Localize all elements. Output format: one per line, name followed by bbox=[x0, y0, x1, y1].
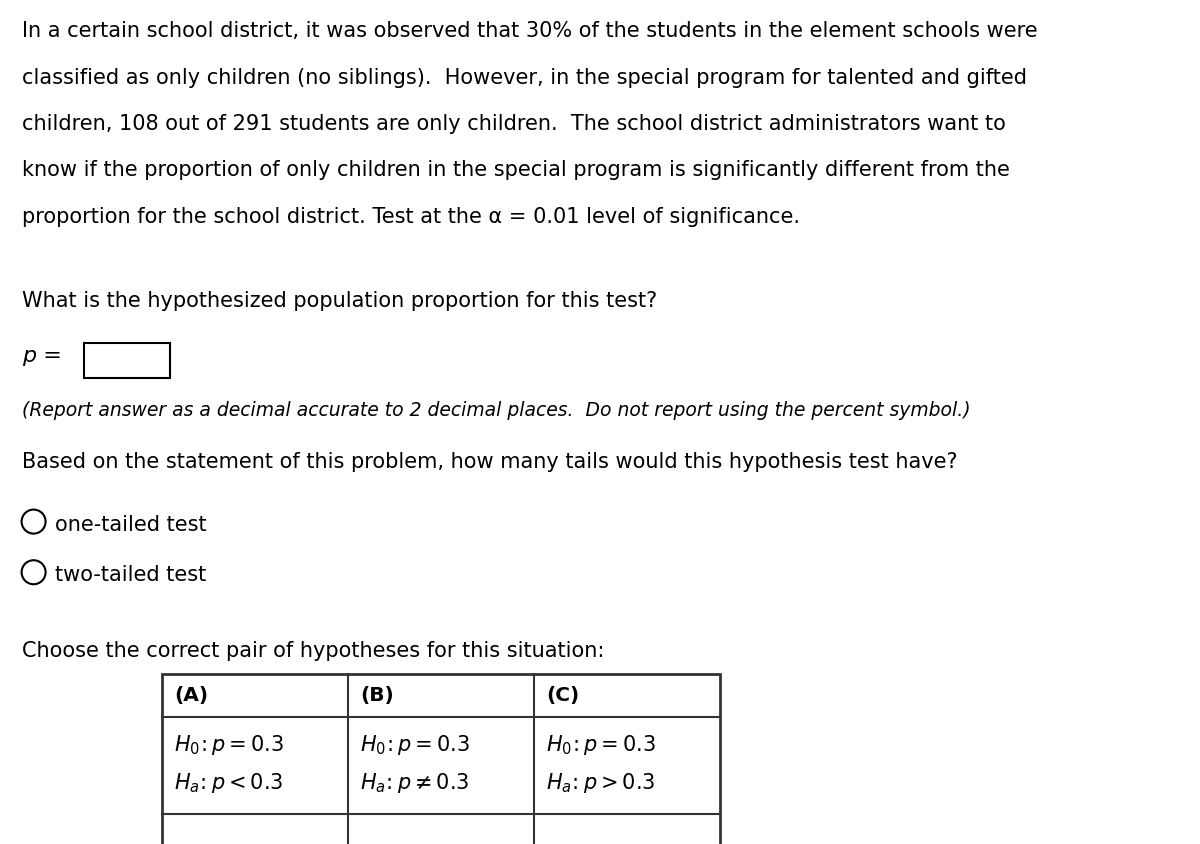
Text: In a certain school district, it was observed that 30% of the students in the el: In a certain school district, it was obs… bbox=[22, 21, 1037, 41]
Text: $H_a\!: p \neq 0.3$: $H_a\!: p \neq 0.3$ bbox=[360, 771, 469, 795]
Text: (B): (B) bbox=[360, 686, 394, 705]
Text: $H_a\!: p > 0.3$: $H_a\!: p > 0.3$ bbox=[546, 771, 655, 795]
Text: (Report answer as a decimal accurate to 2 decimal places.  Do not report using t: (Report answer as a decimal accurate to … bbox=[22, 401, 971, 420]
Text: $H_a\!: p < 0.3$: $H_a\!: p < 0.3$ bbox=[174, 771, 283, 795]
Text: $H_0\!: p = 0.3$: $H_0\!: p = 0.3$ bbox=[174, 733, 283, 756]
Text: proportion for the school district. Test at the α = 0.01 level of significance.: proportion for the school district. Test… bbox=[22, 207, 799, 227]
Text: know if the proportion of only children in the special program is significantly : know if the proportion of only children … bbox=[22, 160, 1009, 181]
Text: p =: p = bbox=[22, 346, 61, 366]
Text: (A): (A) bbox=[174, 686, 208, 705]
Text: Based on the statement of this problem, how many tails would this hypothesis tes: Based on the statement of this problem, … bbox=[22, 452, 958, 472]
Text: two-tailed test: two-tailed test bbox=[55, 565, 206, 586]
Text: (C): (C) bbox=[546, 686, 580, 705]
Text: Choose the correct pair of hypotheses for this situation:: Choose the correct pair of hypotheses fo… bbox=[22, 641, 604, 662]
Text: What is the hypothesized population proportion for this test?: What is the hypothesized population prop… bbox=[22, 291, 656, 311]
Text: classified as only children (no siblings).  However, in the special program for : classified as only children (no siblings… bbox=[22, 68, 1026, 88]
Text: one-tailed test: one-tailed test bbox=[55, 515, 206, 535]
Text: children, 108 out of 291 students are only children.  The school district admini: children, 108 out of 291 students are on… bbox=[22, 114, 1006, 134]
Text: $H_0\!: p = 0.3$: $H_0\!: p = 0.3$ bbox=[546, 733, 655, 756]
Text: $H_0\!: p = 0.3$: $H_0\!: p = 0.3$ bbox=[360, 733, 469, 756]
